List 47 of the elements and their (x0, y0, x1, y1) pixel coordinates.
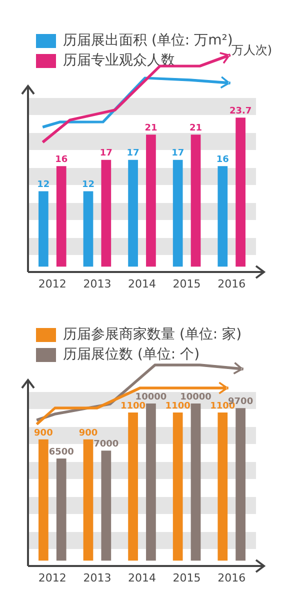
bar (236, 408, 246, 561)
x-tick-label: 2014 (128, 277, 156, 290)
bar (236, 118, 246, 267)
x-tick-label: 2013 (83, 277, 112, 290)
bar (190, 134, 201, 267)
x-tick-label: 2013 (83, 571, 112, 584)
data-label: 16 (216, 154, 229, 165)
x-tick-label: 2014 (128, 571, 156, 584)
bar (128, 160, 138, 267)
legend-label: 历届展出面积 (单位: 万m²) (63, 32, 233, 49)
bar (101, 160, 112, 267)
legend-label: 历届展位数 (单位: 个) (63, 346, 200, 363)
bar (172, 160, 183, 267)
x-tick-label: 2012 (38, 571, 66, 584)
data-label: 10000 (180, 392, 212, 402)
bar (83, 191, 94, 267)
data-label: 10000 (135, 392, 167, 402)
x-tick-label: 2012 (38, 277, 66, 290)
bar (56, 166, 66, 267)
bar (190, 403, 201, 561)
data-label: 900 (78, 428, 98, 438)
bar (56, 458, 66, 561)
bar (146, 403, 156, 561)
data-label: 17 (126, 148, 140, 159)
text: 万人次) (231, 43, 272, 59)
data-label: 17 (172, 148, 184, 159)
data-label: 6500 (48, 447, 74, 458)
data-label: 12 (82, 180, 95, 190)
data-label: 21 (144, 123, 158, 134)
x-tick-label: 2016 (218, 277, 246, 290)
data-label: 1100 (120, 401, 146, 412)
data-label: 900 (34, 428, 53, 438)
legend-label: 历届参展商家数量 (单位: 家) (63, 326, 242, 343)
bar (218, 166, 228, 267)
data-label: 16 (55, 154, 68, 165)
data-label: 1100 (165, 401, 190, 412)
x-tick-label: 2015 (172, 277, 201, 290)
bar (38, 191, 48, 267)
x-tick-label: 2016 (218, 571, 246, 584)
bar (101, 450, 112, 561)
data-label: 12 (37, 180, 50, 190)
x-tick-label: 2015 (172, 571, 201, 584)
bar (146, 134, 156, 267)
data-label: 21 (189, 123, 202, 134)
data-label: 23.7 (229, 106, 252, 116)
data-label: 17 (100, 148, 112, 159)
data-label: 7000 (94, 440, 119, 450)
